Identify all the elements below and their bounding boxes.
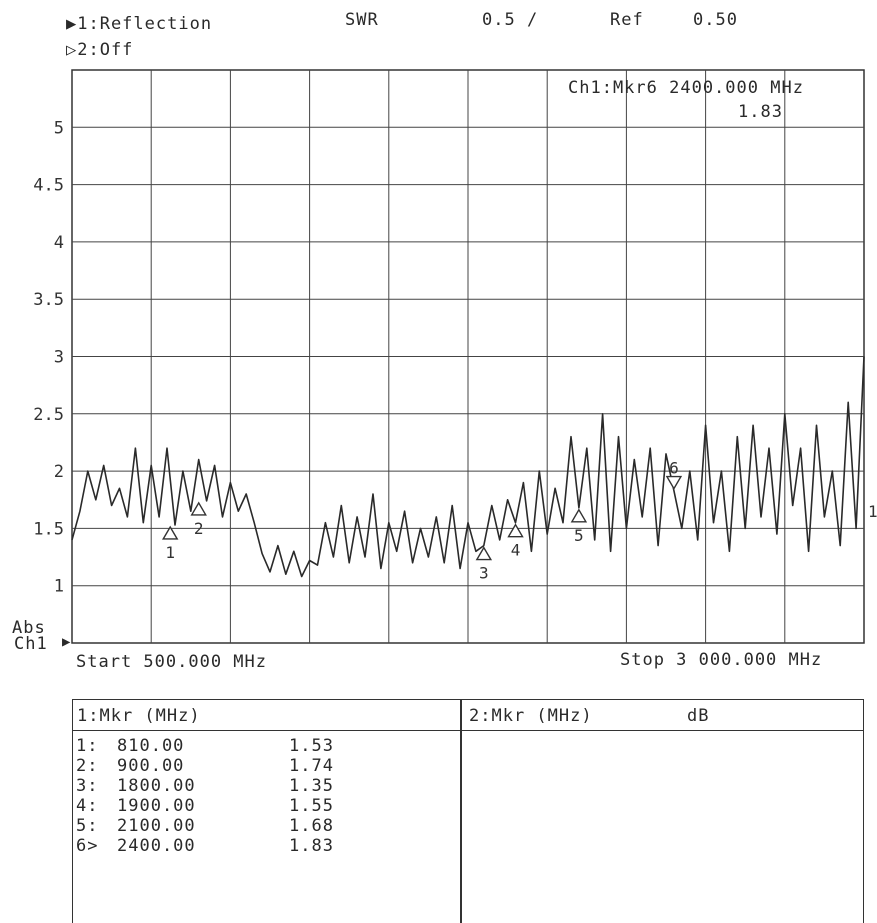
marker-1-label: 1 bbox=[165, 543, 175, 562]
y-tick-label: 4.5 bbox=[33, 176, 64, 196]
y-tick-label: 2 bbox=[54, 462, 64, 482]
marker-row-val: 1.55 bbox=[289, 796, 334, 816]
marker-6-icon bbox=[665, 475, 683, 490]
stop-frequency: Stop 3 000.000 MHz bbox=[620, 650, 823, 670]
channel1-label: ▶1:Reflection bbox=[66, 14, 213, 34]
marker-row-freq: 1800.00 bbox=[117, 776, 196, 796]
abs-label: Abs bbox=[12, 618, 46, 638]
y-tick-label: 3.5 bbox=[33, 290, 64, 310]
marker-3-label: 3 bbox=[479, 564, 489, 583]
marker-row-val: 1.68 bbox=[289, 816, 334, 836]
y-tick-label: 1 bbox=[54, 577, 64, 597]
marker-row-idx: 6> bbox=[76, 836, 99, 856]
scale-value: 0.5 / bbox=[482, 10, 539, 30]
marker-table-2-unit: dB bbox=[687, 706, 710, 726]
marker-table-2-header: 2:Mkr (MHz) bbox=[469, 706, 593, 726]
ref-arrow-icon: ▶ bbox=[62, 634, 72, 650]
marker-row-freq: 810.00 bbox=[117, 736, 185, 756]
marker-2-label: 2 bbox=[194, 519, 204, 538]
marker-row-freq: 1900.00 bbox=[117, 796, 196, 816]
marker-3-icon bbox=[475, 546, 493, 561]
marker-row-idx: 4: bbox=[76, 796, 99, 816]
marker-row-idx: 5: bbox=[76, 816, 99, 836]
marker-5-icon bbox=[570, 508, 588, 523]
marker-5-label: 5 bbox=[574, 526, 584, 545]
marker-row-freq: 2100.00 bbox=[117, 816, 196, 836]
channel2-label: ▷2:Off bbox=[66, 40, 134, 60]
trace-end-label: 1 bbox=[868, 502, 877, 521]
channel-ref-label: Ch1 bbox=[14, 634, 48, 654]
marker-row-val: 1.74 bbox=[289, 756, 334, 776]
marker-4-label: 4 bbox=[511, 541, 521, 560]
marker-table-2: 2:Mkr (MHz) dB bbox=[460, 699, 864, 923]
marker-row-idx: 2: bbox=[76, 756, 99, 776]
swr-trace bbox=[71, 356, 865, 578]
marker-table-1: 1:Mkr (MHz) 1: 810.00 1.53 2: 900.00 1.74 3: 18… bbox=[72, 699, 462, 923]
marker-1-icon bbox=[161, 525, 179, 540]
marker-row-freq: 900.00 bbox=[117, 756, 185, 776]
format-label: SWR bbox=[345, 10, 379, 30]
marker-row-val: 1.83 bbox=[289, 836, 334, 856]
ref-label: Ref bbox=[610, 10, 644, 30]
marker-row-idx: 1: bbox=[76, 736, 99, 756]
marker-row-val: 1.53 bbox=[289, 736, 334, 756]
marker-4-icon bbox=[507, 523, 524, 538]
marker-table-1-header: 1:Mkr (MHz) bbox=[77, 706, 201, 726]
marker-6-label: 6 bbox=[669, 459, 679, 478]
marker-2-icon bbox=[190, 501, 207, 516]
marker-readout-line2: 1.83 bbox=[738, 102, 783, 122]
y-tick-label: 1.5 bbox=[33, 519, 64, 539]
start-frequency: Start 500.000 MHz bbox=[76, 652, 267, 672]
marker-row-idx: 3: bbox=[76, 776, 99, 796]
ref-value: 0.50 bbox=[693, 10, 738, 30]
y-tick-label: 5 bbox=[54, 118, 64, 138]
marker-row-freq: 2400.00 bbox=[117, 836, 196, 856]
y-tick-label: 2.5 bbox=[33, 405, 64, 425]
y-tick-label: 3 bbox=[54, 348, 64, 368]
marker-row-val: 1.35 bbox=[289, 776, 334, 796]
y-tick-label: 4 bbox=[54, 233, 64, 253]
marker-readout-line1: Ch1:Mkr6 2400.000 MHz bbox=[568, 78, 804, 98]
